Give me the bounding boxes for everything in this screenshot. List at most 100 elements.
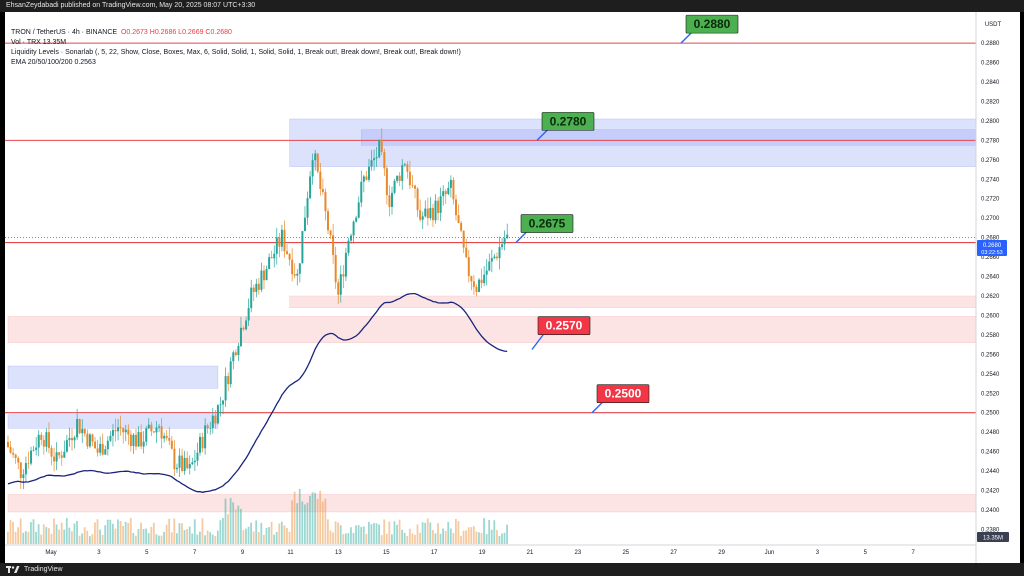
candle-body (12, 452, 15, 455)
candle (337, 278, 340, 305)
time-tick-label: 15 (383, 550, 390, 556)
candle (275, 228, 278, 265)
candle (309, 170, 312, 200)
legend-volume[interactable]: Vol · TRX 13.35M (11, 39, 67, 46)
candle-body (24, 463, 27, 475)
volume-bar (201, 518, 204, 544)
volume-bar (495, 530, 498, 544)
candle-body (242, 327, 245, 330)
volume-bar (503, 532, 506, 544)
candle (234, 349, 237, 357)
volume-bar (196, 534, 199, 544)
price-callout[interactable]: 0.2500 (591, 384, 650, 414)
price-tick-label: 0.2820 (981, 99, 1000, 105)
candle-body (462, 230, 465, 248)
candle (252, 284, 255, 302)
candle-body (424, 208, 427, 217)
candle-body (101, 443, 104, 455)
legend-ema[interactable]: EMA 20/50/100/200 0.2563 (11, 59, 96, 66)
candle (30, 446, 33, 466)
volume-bar (55, 524, 58, 544)
volume-bar (444, 530, 447, 544)
candle (129, 430, 132, 452)
candle-body (37, 434, 40, 448)
price-chart[interactable]: 0.2880 0.2780 0.2675 0.2570 0.2500 USDT 0.28… (5, 12, 1020, 563)
volume-bar (81, 533, 84, 544)
volume-bar (472, 526, 475, 544)
price-tick-label: 0.2840 (981, 80, 1000, 86)
volume-bar (309, 495, 311, 544)
volume-bar (165, 524, 168, 544)
candle (388, 185, 391, 217)
candle (170, 435, 173, 450)
volume-bar (385, 533, 388, 544)
callout-label: 0.2880 (694, 17, 731, 31)
candle-body (452, 179, 455, 200)
volume-bar (245, 528, 247, 544)
candle (403, 162, 406, 167)
volume-bar (291, 500, 293, 544)
volume-bar (367, 521, 370, 544)
volume-bar (101, 534, 104, 544)
candle-body (393, 180, 396, 193)
legend-ohlc: O0.2673 H0.2686 L0.2669 C0.2680 (120, 29, 232, 36)
volume-bar (7, 531, 9, 544)
candle-body (455, 199, 457, 216)
volume-bar (206, 530, 209, 544)
candle (257, 278, 260, 295)
candle (352, 220, 355, 244)
volume-bar (352, 532, 355, 544)
candle (17, 456, 20, 470)
volume-bar (88, 536, 91, 544)
candle (350, 233, 353, 244)
callout-label: 0.2675 (529, 217, 566, 231)
candle (199, 432, 201, 456)
candle-body (362, 176, 365, 182)
volume-bar (135, 535, 137, 544)
volume-bar (424, 522, 427, 544)
price-callout[interactable]: 0.2780 (536, 112, 595, 141)
price-tick-label: 0.2600 (981, 313, 1000, 319)
candle (117, 419, 120, 441)
volume-bar (140, 522, 142, 544)
tradingview-logo[interactable]: TradingView (6, 563, 63, 576)
price-callout[interactable]: 0.2570 (531, 316, 591, 350)
candle-body (122, 428, 125, 433)
candle-body (173, 448, 176, 470)
candle-body (408, 171, 411, 186)
candle-body (71, 437, 73, 441)
candle (188, 455, 191, 475)
price-callout[interactable]: 0.2880 (680, 14, 739, 44)
candle (457, 204, 460, 224)
volume-bar (311, 492, 314, 544)
legend-symbol[interactable]: TRON / TetherUS · 4h · BINANCE (11, 29, 118, 36)
volume-bar (408, 528, 411, 544)
candle (383, 148, 386, 177)
volume-bar (68, 527, 71, 544)
candle-body (137, 432, 140, 447)
candle-body (35, 447, 38, 450)
volume-bar (375, 523, 378, 544)
volume-bar (350, 527, 352, 544)
candle-body (152, 431, 155, 433)
candle (239, 316, 242, 348)
legend-liquidity-levels[interactable]: Liquidity Levels · Sonarlab (, 5, 22, Sh… (11, 49, 461, 56)
volume-bar (263, 534, 265, 544)
candle-body (19, 462, 22, 479)
candle-body (493, 256, 496, 259)
volume-bar (442, 528, 444, 544)
candle (50, 445, 53, 466)
candle (68, 427, 71, 447)
candle (396, 175, 399, 184)
ema-200-line (7, 292, 508, 493)
volume-bar (76, 521, 78, 544)
legend-symbol-row[interactable]: TRON / TetherUS · 4h · BINANCE O0.2673 H… (11, 28, 461, 38)
price-callout[interactable]: 0.2675 (515, 214, 574, 244)
volume-bar (332, 532, 334, 544)
volume-bar (78, 535, 81, 544)
volume-bar (493, 520, 496, 544)
candle (385, 165, 388, 205)
volume-bar (9, 520, 12, 544)
candle-body (303, 217, 306, 232)
chart-frame[interactable]: TRON / TetherUS · 4h · BINANCE O0.2673 H… (5, 12, 1020, 563)
